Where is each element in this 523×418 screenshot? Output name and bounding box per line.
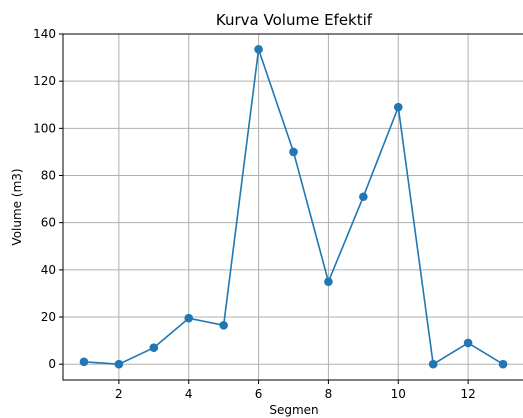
plot-frame [62, 33, 523, 381]
y-tick-label: 100 [33, 121, 56, 135]
data-point [428, 359, 438, 369]
x-tick-label: 8 [325, 387, 333, 401]
x-tick-label: 10 [391, 387, 406, 401]
x-tick-label: 12 [460, 387, 475, 401]
chart-title: Kurva Volume Efektif [216, 11, 373, 29]
data-point [149, 343, 159, 352]
y-tick-label: 120 [33, 74, 56, 88]
grid [63, 33, 523, 380]
series-layer [79, 45, 508, 369]
x-tick-label: 6 [255, 387, 263, 401]
data-point [359, 192, 368, 202]
y-tick-label: 60 [41, 216, 56, 230]
x-tick-label: 2 [115, 387, 123, 401]
data-point [324, 277, 333, 286]
data-point [114, 359, 124, 369]
data-point [79, 357, 89, 367]
y-tick-label: 140 [33, 27, 56, 41]
data-point [184, 313, 194, 323]
data-point [498, 359, 508, 369]
y-tick-label: 40 [41, 263, 56, 277]
y-tick-label: 0 [48, 357, 56, 371]
data-point [289, 147, 298, 157]
data-point [254, 45, 263, 54]
data-point [463, 338, 473, 348]
x-axis-label: Segmen [269, 403, 318, 417]
y-tick-label: 20 [41, 310, 56, 324]
x-tick-label: 4 [185, 387, 193, 401]
data-point [219, 320, 228, 330]
y-tick-label: 80 [41, 169, 56, 183]
y-axis-label: Volume (m3) [10, 168, 24, 245]
data-point [393, 102, 403, 112]
